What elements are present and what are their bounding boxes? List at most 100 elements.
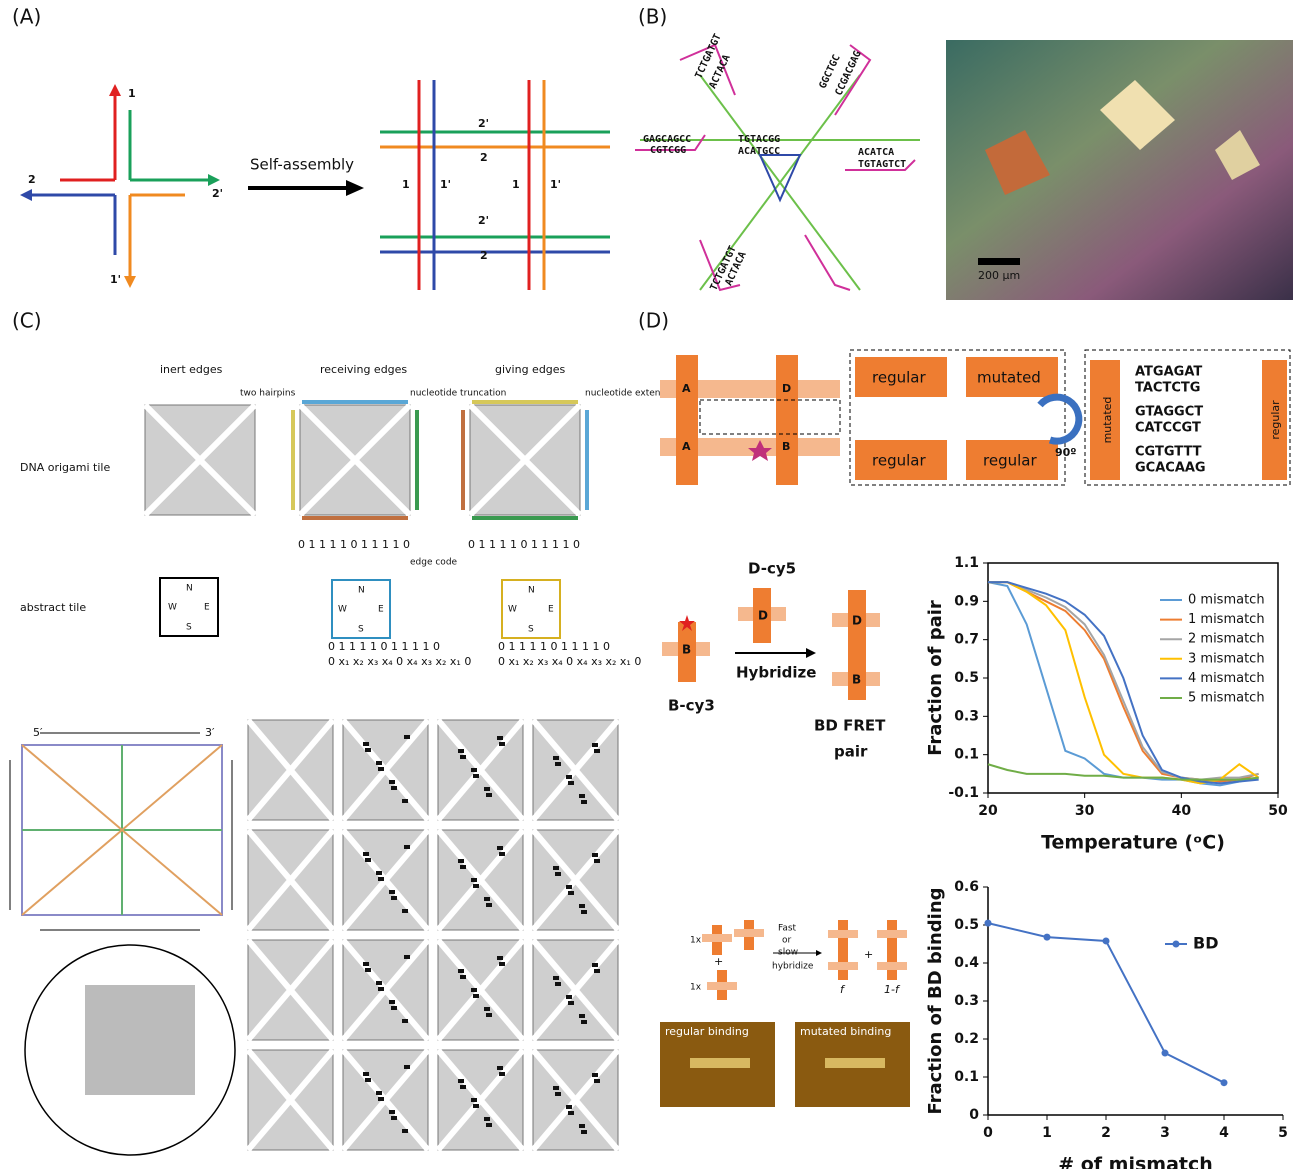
row-label: abstract tile — [20, 601, 86, 614]
callout: nucleotide truncation — [410, 389, 506, 399]
series-line — [988, 581, 1260, 785]
pattern-pixel — [391, 1006, 397, 1010]
x-tick-label: 0 — [983, 1125, 993, 1141]
pattern-pixel — [579, 1014, 585, 1018]
pattern-pixel — [579, 904, 585, 908]
pattern-pixel — [402, 909, 408, 913]
pattern-pixel — [365, 748, 371, 752]
x-tick-label: 5 — [1278, 1125, 1288, 1141]
y-tick-label: 0.1 — [954, 747, 979, 763]
pattern-pixel — [363, 742, 369, 746]
pattern-pixel — [376, 761, 382, 765]
pattern-pixel — [378, 987, 384, 991]
pattern-pixel — [581, 800, 587, 804]
pattern-pixel — [404, 735, 410, 739]
pattern-pixel — [579, 794, 585, 798]
label: hybridize — [772, 962, 814, 972]
x-tick-label: 2 — [1101, 1125, 1111, 1141]
pattern-pixel — [402, 1129, 408, 1133]
legend-marker — [1172, 940, 1180, 948]
pattern-pixel — [581, 1020, 587, 1024]
pattern-pixel — [363, 1072, 369, 1076]
strand-end: 3′ — [205, 726, 215, 739]
edge-code: 0 1 1 1 1 0 1 1 1 1 0 — [468, 538, 580, 551]
pattern-pixel — [566, 775, 572, 779]
sequence: ACATGCC — [738, 146, 780, 157]
edge-code: 0 1 1 1 1 0 1 1 1 1 0 — [328, 640, 440, 653]
x-tick-label: 30 — [1075, 803, 1095, 819]
label: f — [840, 983, 846, 996]
tile-label: B — [852, 673, 861, 687]
pattern-pixel — [581, 1130, 587, 1134]
sequence: GCACAAG — [1135, 461, 1206, 476]
data-point — [1102, 937, 1110, 945]
pattern-pixel — [365, 858, 371, 862]
tile-lattice — [380, 80, 610, 290]
tile-label: D — [782, 382, 791, 395]
y-tick-label: 0.4 — [954, 955, 979, 971]
compass: E — [204, 603, 210, 613]
pattern-pixel — [568, 891, 574, 895]
crystal — [1100, 80, 1175, 150]
edge-code: 0 1 1 1 1 0 1 1 1 1 0 — [298, 538, 410, 551]
legend-label: 0 mismatch — [1188, 593, 1265, 608]
sequence: CGTGTTT — [1135, 445, 1202, 460]
pattern-pixel — [404, 845, 410, 849]
pattern-pixel — [376, 871, 382, 875]
pattern-pixel — [555, 762, 561, 766]
pattern-pixel — [497, 1066, 503, 1070]
tile-label: A — [682, 440, 691, 453]
pattern-pixel — [391, 786, 397, 790]
compass: N — [186, 584, 193, 594]
pattern-pixel — [378, 1097, 384, 1101]
edge-type: regular — [872, 452, 926, 470]
panel-label: (D) — [638, 309, 669, 333]
panel-label: (B) — [638, 5, 667, 29]
strand-label: 2 — [28, 173, 36, 186]
pattern-pixel — [484, 787, 490, 791]
pattern-pixel — [389, 890, 395, 894]
callout: two hairpins — [240, 389, 296, 399]
series-line — [988, 581, 1259, 785]
lattice-label: 1' — [550, 178, 561, 191]
x-axis-label: Temperature (ᵒC) — [1041, 832, 1225, 854]
pattern-pixel — [363, 962, 369, 966]
sequence: CATCCGT — [1135, 421, 1201, 436]
pattern-pixel — [486, 1123, 492, 1127]
strand-end: 5′ — [33, 726, 43, 739]
strand-label: 1' — [110, 273, 121, 286]
sequence: TGTACGG — [738, 134, 780, 145]
y-tick-label: 0.9 — [954, 593, 979, 609]
pattern-pixel — [391, 1116, 397, 1120]
legend-label: 3 mismatch — [1188, 651, 1265, 666]
pattern-pixel — [553, 866, 559, 870]
lattice-label: 2' — [478, 117, 489, 130]
edge-code-label: edge code — [410, 558, 458, 568]
tile-diagonal — [530, 718, 621, 822]
crystal — [985, 130, 1050, 195]
edge-code: 0 x₁ x₂ x₃ x₄ 0 x₄ x₃ x₂ x₁ 0 — [328, 655, 471, 668]
tile-label: D — [852, 614, 862, 628]
pattern-pixel — [553, 976, 559, 980]
pattern-pixel — [594, 969, 600, 973]
lattice-label: 1' — [440, 178, 451, 191]
pattern-pixel — [378, 767, 384, 771]
x-tick-label: 50 — [1268, 803, 1288, 819]
sequence: ACATCA — [858, 147, 894, 158]
tile-diagonal — [245, 1048, 336, 1152]
pattern-pixel — [391, 896, 397, 900]
legend-label: 5 mismatch — [1188, 691, 1265, 706]
scale-bar-label: 200 µm — [978, 269, 1020, 282]
pattern-pixel — [378, 877, 384, 881]
data-point — [984, 919, 992, 927]
pattern-pixel — [594, 749, 600, 753]
arrow-head — [346, 180, 364, 196]
pattern-pixel — [365, 1078, 371, 1082]
pattern-pixel — [460, 1085, 466, 1089]
pattern-pixel — [471, 988, 477, 992]
legend-label: 4 mismatch — [1188, 671, 1265, 686]
pattern-pixel — [458, 1079, 464, 1083]
compass: S — [358, 625, 364, 635]
legend-label: 2 mismatch — [1188, 632, 1265, 647]
origami-tiles — [142, 400, 589, 520]
